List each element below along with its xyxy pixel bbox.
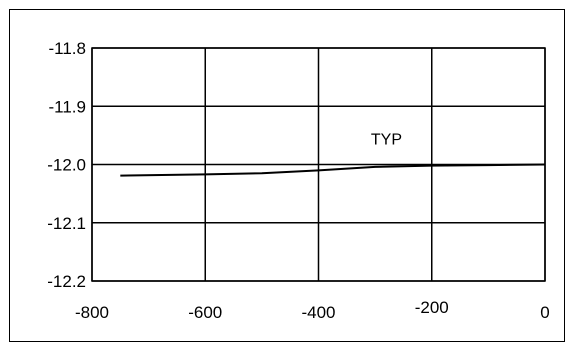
y-tick-label: -11.9 <box>49 97 87 116</box>
series <box>120 163 546 177</box>
annotations: TYP <box>371 131 402 148</box>
y-tick-label: -12.2 <box>47 272 86 291</box>
annotation-typ: TYP <box>371 131 402 148</box>
x-axis-tick-labels: -800 -600 -400 -200 0 <box>75 298 550 322</box>
y-tick-label: -12.1 <box>47 214 86 233</box>
x-tick-label: -600 <box>188 303 222 322</box>
x-tick-label: 0 <box>540 303 549 322</box>
y-tick-label: -12.0 <box>47 156 86 175</box>
chart-frame <box>9 9 565 342</box>
x-tick-label: -800 <box>75 303 109 322</box>
y-tick-label: -11.8 <box>49 39 87 58</box>
x-tick-label: -400 <box>301 303 335 322</box>
y-axis-tick-labels: -11.8 -11.9 -12.0 -12.1 -12.2 <box>47 39 86 291</box>
series-line-0 <box>120 163 546 177</box>
x-tick-label: -200 <box>415 298 449 317</box>
